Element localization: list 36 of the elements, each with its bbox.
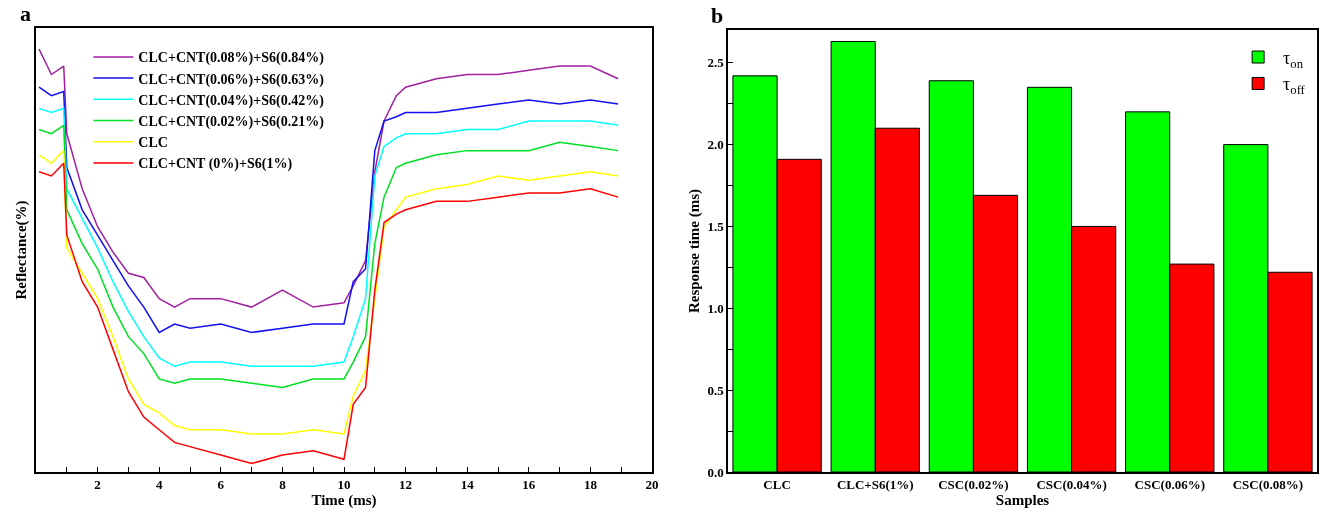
x-tick-label: 12 xyxy=(399,477,413,493)
x-tick-label: 2 xyxy=(94,477,101,493)
x-tick-label: 10 xyxy=(337,477,351,493)
legend-label: CLC+CNT(0.02%)+S6(0.21%) xyxy=(138,113,325,130)
y-tick-label: 2.0 xyxy=(707,137,724,153)
x-tick-label: 20 xyxy=(645,477,659,493)
legend-label: CLC+CNT(0.04%)+S6(0.42%) xyxy=(138,92,325,109)
x-axis-title: Time (ms) xyxy=(311,492,377,510)
legend-label: CLC+CNT (0%)+S6(1%) xyxy=(138,156,293,173)
y-axis-title: Response time (ms) xyxy=(686,188,704,314)
x-axis-title: Samples xyxy=(995,492,1050,509)
x-tick-label: CSC(0.06%) xyxy=(1134,477,1205,493)
x-tick-label: 14 xyxy=(460,477,475,493)
x-tick-label: CSC(0.02%) xyxy=(938,477,1009,493)
legend-label: τ$_{off}$ xyxy=(1283,74,1306,98)
x-tick-label: CLC+S6(1%) xyxy=(836,477,914,493)
y-tick-label: 1.5 xyxy=(707,218,725,234)
y-tick-label: 2.5 xyxy=(707,55,725,71)
legend-label: CLC xyxy=(138,135,168,151)
y-axis-title: Reflectance(%) xyxy=(13,200,30,300)
x-tick-label: CLC xyxy=(763,477,791,493)
y-tick-label: 0.0 xyxy=(707,464,724,480)
legend-label: CLC+CNT(0.08%)+S6(0.84%) xyxy=(138,50,325,67)
y-tick-label: 0.5 xyxy=(707,382,725,398)
y-tick-label: 1.0 xyxy=(707,300,724,316)
x-tick-label: 16 xyxy=(522,477,536,493)
x-tick-label: 4 xyxy=(155,477,163,493)
x-tick-label: 18 xyxy=(583,477,598,493)
x-tick-label: CSC(0.04%) xyxy=(1036,477,1107,493)
text: a xyxy=(20,1,31,26)
text: b xyxy=(711,3,724,28)
x-tick-label: CSC(0.08%) xyxy=(1232,477,1304,493)
x-tick-label: 6 xyxy=(217,477,225,493)
x-tick-label: 8 xyxy=(279,477,287,493)
legend-label: τ$_{on}$ xyxy=(1283,48,1304,71)
legend-label: CLC+CNT(0.06%)+S6(0.63%) xyxy=(138,71,325,88)
